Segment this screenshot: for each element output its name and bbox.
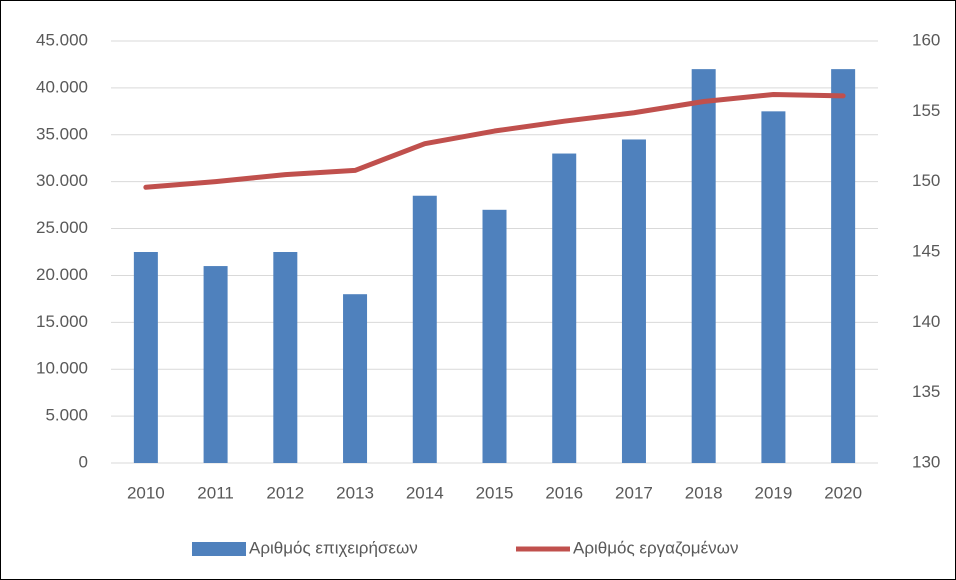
y-tick-label: 20.000	[36, 265, 88, 284]
bar	[831, 69, 856, 463]
bar	[482, 209, 507, 463]
bar	[273, 252, 298, 463]
bar	[203, 266, 228, 463]
x-tick-label: 2015	[476, 483, 514, 502]
y-tick-label: 15.000	[36, 312, 88, 331]
y2-tick-label: 135	[912, 382, 940, 401]
y-tick-label: 45.000	[36, 30, 88, 49]
bar	[621, 139, 646, 463]
x-tick-label: 2020	[824, 483, 862, 502]
y2-tick-label: 140	[912, 312, 940, 331]
y2-tick-label: 155	[912, 101, 940, 120]
legend-swatch	[192, 542, 246, 556]
y-tick-label: 5.000	[45, 406, 88, 425]
x-tick-label: 2012	[266, 483, 304, 502]
line	[143, 91, 846, 190]
x-tick-label: 2010	[127, 483, 165, 502]
x-tick-label: 2019	[754, 483, 792, 502]
y-tick-label: 40.000	[36, 77, 88, 96]
bar	[691, 69, 716, 463]
y-tick-label: 25.000	[36, 218, 88, 237]
x-tick-label: 2014	[406, 483, 444, 502]
y-tick-label: 10.000	[36, 359, 88, 378]
x-tick-label: 2018	[685, 483, 723, 502]
bar	[412, 195, 437, 463]
x-tick-label: 2013	[336, 483, 374, 502]
y-tick-label: 0	[79, 452, 88, 471]
y2-tick-label: 160	[912, 30, 940, 49]
y-tick-label: 35.000	[36, 124, 88, 143]
bar	[761, 111, 786, 463]
y-tick-label: 30.000	[36, 171, 88, 190]
x-tick-label: 2011	[197, 483, 234, 502]
y2-tick-label: 145	[912, 241, 940, 260]
y2-tick-label: 130	[912, 452, 940, 471]
x-tick-label: 2016	[545, 483, 583, 502]
y2-tick-label: 150	[912, 171, 940, 190]
bar	[133, 252, 158, 463]
legend-label: Αριθμός εργαζομένων	[573, 538, 738, 557]
legend-label: Αριθμός επιχειρήσεων	[249, 538, 418, 557]
x-tick-label: 2017	[615, 483, 653, 502]
bar	[552, 153, 577, 464]
bar	[343, 294, 368, 463]
